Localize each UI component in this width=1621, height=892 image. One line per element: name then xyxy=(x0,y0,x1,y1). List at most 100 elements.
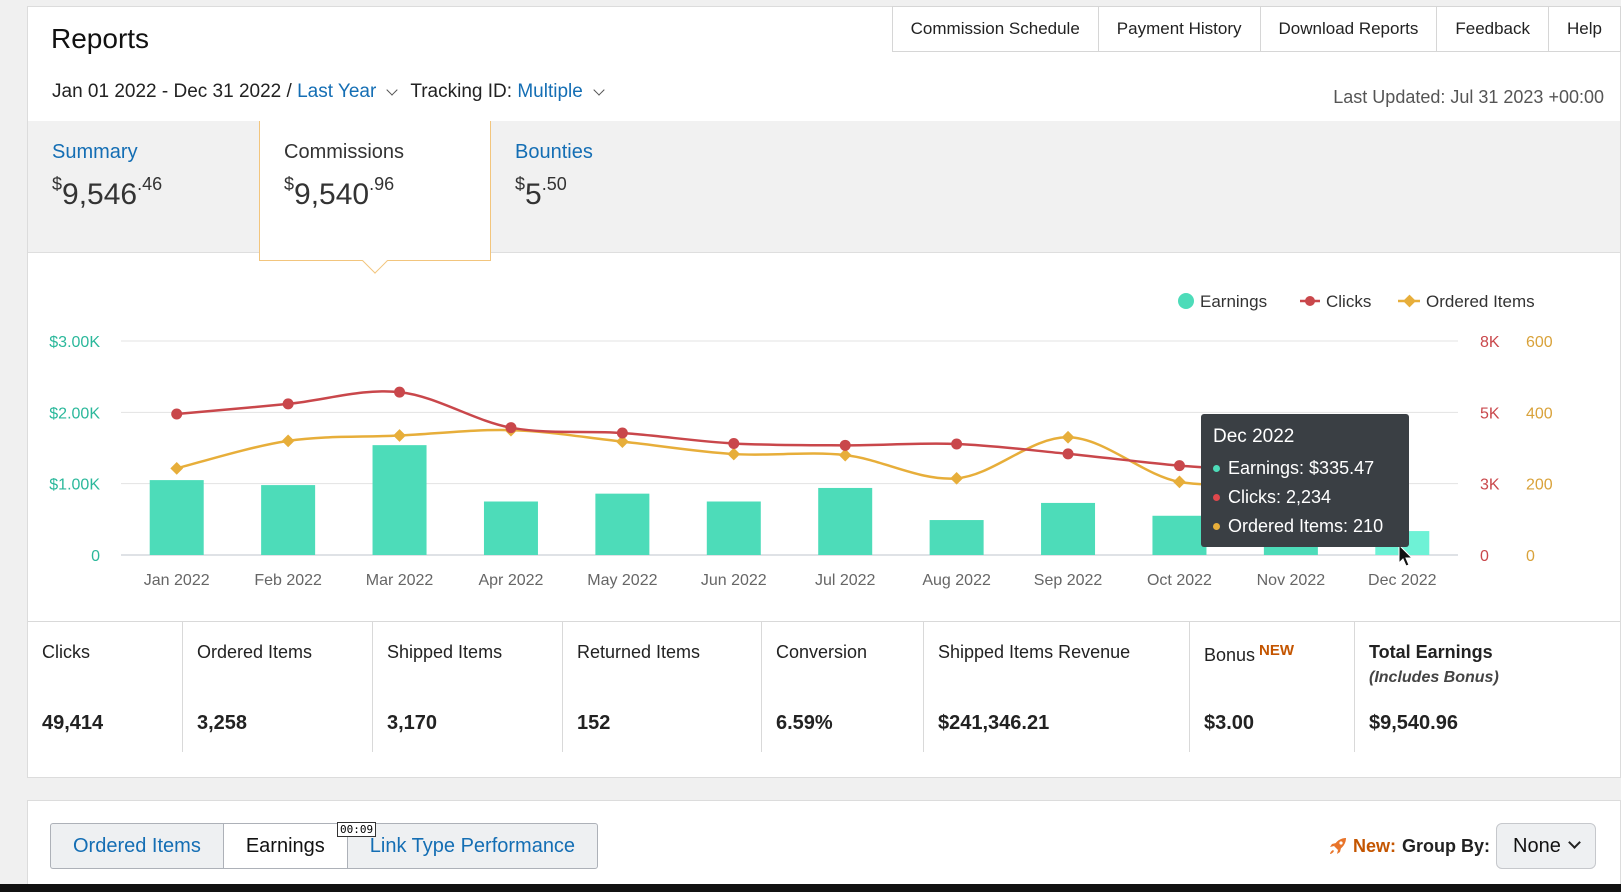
earnings-bar xyxy=(261,485,316,555)
stat-shipped-revenue: Shipped Items Revenue $241,346.21 xyxy=(924,622,1190,752)
clicks-point xyxy=(616,427,628,439)
x-axis-tick: Jan 2022 xyxy=(144,572,210,589)
tab-ordered-items[interactable]: Ordered Items xyxy=(50,823,223,869)
clicks-line xyxy=(176,390,1403,497)
top-nav: Commission Schedule Payment History Down… xyxy=(891,6,1621,52)
legend-earnings-label: Earnings xyxy=(1200,292,1267,311)
group-by-select[interactable]: None xyxy=(1496,823,1596,869)
stat-returned-items: Returned Items 152 xyxy=(563,622,762,752)
tooltip-row-clicks: Clicks: 2,234 xyxy=(1213,483,1409,512)
stat-shipped-items: Shipped Items 3,170 xyxy=(373,622,563,752)
commission-schedule-button[interactable]: Commission Schedule xyxy=(891,6,1099,52)
chevron-down-icon[interactable] xyxy=(386,84,398,96)
tab-link-type-performance[interactable]: Link Type Performance xyxy=(346,823,599,869)
date-range-text: Jan 01 2022 - Dec 31 2022 / xyxy=(52,81,292,102)
earnings-bar xyxy=(706,501,761,555)
date-preset-dropdown[interactable]: Last Year xyxy=(297,81,377,102)
new-badge: NEW xyxy=(1259,642,1295,659)
tab-bounties[interactable]: Bounties $5.50 xyxy=(491,121,721,253)
earnings-chart[interactable]: 0 0 0 $1.00K 3K 200 $2.00K 5K 400 $3.00K 8K 600 Jan … xyxy=(28,257,1620,619)
clicks-point xyxy=(282,398,294,410)
clicks-point xyxy=(171,408,183,420)
earnings-bar xyxy=(929,520,984,555)
ordered-items-line xyxy=(176,428,1403,486)
earnings-bar xyxy=(818,487,873,555)
new-label: New: xyxy=(1352,835,1396,856)
earnings-bar xyxy=(483,501,538,555)
page-title: Reports xyxy=(51,23,150,54)
clicks-point xyxy=(839,439,851,451)
tracking-id-label: Tracking ID: xyxy=(410,81,513,102)
chevron-down-icon[interactable] xyxy=(593,84,605,96)
x-axis-tick: Jul 2022 xyxy=(815,572,876,589)
ordered-axis-tick: 0 xyxy=(1526,548,1535,565)
x-axis-tick: Sep 2022 xyxy=(1034,572,1103,589)
timer-overlay: 00:09 xyxy=(337,822,377,837)
x-axis-tick: Mar 2022 xyxy=(366,572,434,589)
tab-commissions-label[interactable]: Commissions xyxy=(284,141,405,163)
earnings-bar xyxy=(149,480,204,555)
clicks-point xyxy=(1062,448,1074,460)
x-axis-tick: May 2022 xyxy=(587,572,657,589)
commissions-amount: $9,540.96 xyxy=(284,174,395,211)
stat-conversion: Conversion 6.59% xyxy=(762,622,924,752)
breakdown-panel: Ordered Items Earnings Link Type Perform… xyxy=(27,800,1621,892)
payment-history-button[interactable]: Payment History xyxy=(1098,6,1261,52)
stat-total-earnings: Total Earnings (Includes Bonus) $9,540.96 xyxy=(1369,642,1499,734)
earnings-bar xyxy=(1152,515,1207,555)
tab-summary-label[interactable]: Summary xyxy=(52,141,138,163)
ordered-items-point xyxy=(281,434,295,448)
download-reports-button[interactable]: Download Reports xyxy=(1260,6,1438,52)
x-axis-tick: Oct 2022 xyxy=(1147,572,1212,589)
ordered-axis-tick: 600 xyxy=(1526,334,1553,351)
earnings-bar xyxy=(595,493,650,555)
left-axis-tick: 0 xyxy=(91,548,100,565)
x-axis-tick: Aug 2022 xyxy=(922,572,991,589)
clicks-point xyxy=(951,438,963,450)
breakdown-tabs: Ordered Items Earnings Link Type Perform… xyxy=(50,823,599,869)
rocket-icon xyxy=(1329,838,1346,854)
legend-ordered-label: Ordered Items xyxy=(1426,292,1535,311)
clicks-axis-tick: 8K xyxy=(1480,334,1500,351)
earnings-bar xyxy=(1041,502,1096,555)
earnings-bar xyxy=(372,445,427,555)
tooltip-row-earnings: Earnings: $335.47 xyxy=(1213,454,1409,483)
legend-ordered-icon xyxy=(1403,294,1416,308)
left-axis-tick: $3.00K xyxy=(49,334,100,351)
stat-ordered-items: Ordered Items 3,258 xyxy=(183,622,373,752)
left-axis-tick: $1.00K xyxy=(49,477,100,494)
ordered-items-point xyxy=(1061,430,1075,444)
clicks-axis-tick: 5K xyxy=(1480,405,1500,422)
clicks-dot-icon xyxy=(1213,494,1220,501)
report-filters: Jan 01 2022 - Dec 31 2022 / Last Year Tr… xyxy=(52,81,617,103)
legend-earnings-icon xyxy=(1178,293,1194,309)
bounties-amount: $5.50 xyxy=(515,174,567,211)
bottom-edge xyxy=(0,884,1621,892)
ordered-items-point xyxy=(393,429,406,442)
ordered-items-point xyxy=(1173,475,1186,489)
last-updated: Last Updated: Jul 31 2023 +00:00 xyxy=(1333,87,1604,107)
chevron-down-icon[interactable] xyxy=(1568,836,1581,849)
ordered-dot-icon xyxy=(1213,523,1220,530)
help-button[interactable]: Help xyxy=(1549,6,1621,52)
tab-summary[interactable]: Summary $9,546.46 xyxy=(28,121,259,253)
group-by-label: Group By: xyxy=(1402,835,1490,856)
feedback-button[interactable]: Feedback xyxy=(1437,6,1550,52)
summary-amount: $9,546.46 xyxy=(52,174,163,211)
ordered-items-point xyxy=(950,471,963,485)
ordered-axis-tick: 200 xyxy=(1526,477,1553,494)
tab-commissions[interactable]: Commissions $9,540.96 xyxy=(259,121,491,274)
x-axis-tick: Feb 2022 xyxy=(254,572,322,589)
tracking-id-dropdown[interactable]: Multiple xyxy=(517,81,583,102)
tab-bounties-label[interactable]: Bounties xyxy=(515,141,593,163)
reports-panel: Reports Commission Schedule Payment Hist… xyxy=(27,6,1621,778)
group-by-control: New: Group By: None xyxy=(1327,823,1596,869)
x-axis-tick: Apr 2022 xyxy=(478,572,543,589)
x-axis-tick: Nov 2022 xyxy=(1257,572,1326,589)
clicks-point xyxy=(728,437,740,449)
stat-clicks: Clicks 49,414 xyxy=(28,622,183,752)
stat-bonus: Bonus NEW $3.00 xyxy=(1190,622,1355,752)
stats-row: Clicks 49,414 Ordered Items 3,258 Shipped … xyxy=(28,621,1620,752)
legend-clicks-icon xyxy=(1305,296,1315,306)
tab-earnings[interactable]: Earnings xyxy=(222,823,347,869)
